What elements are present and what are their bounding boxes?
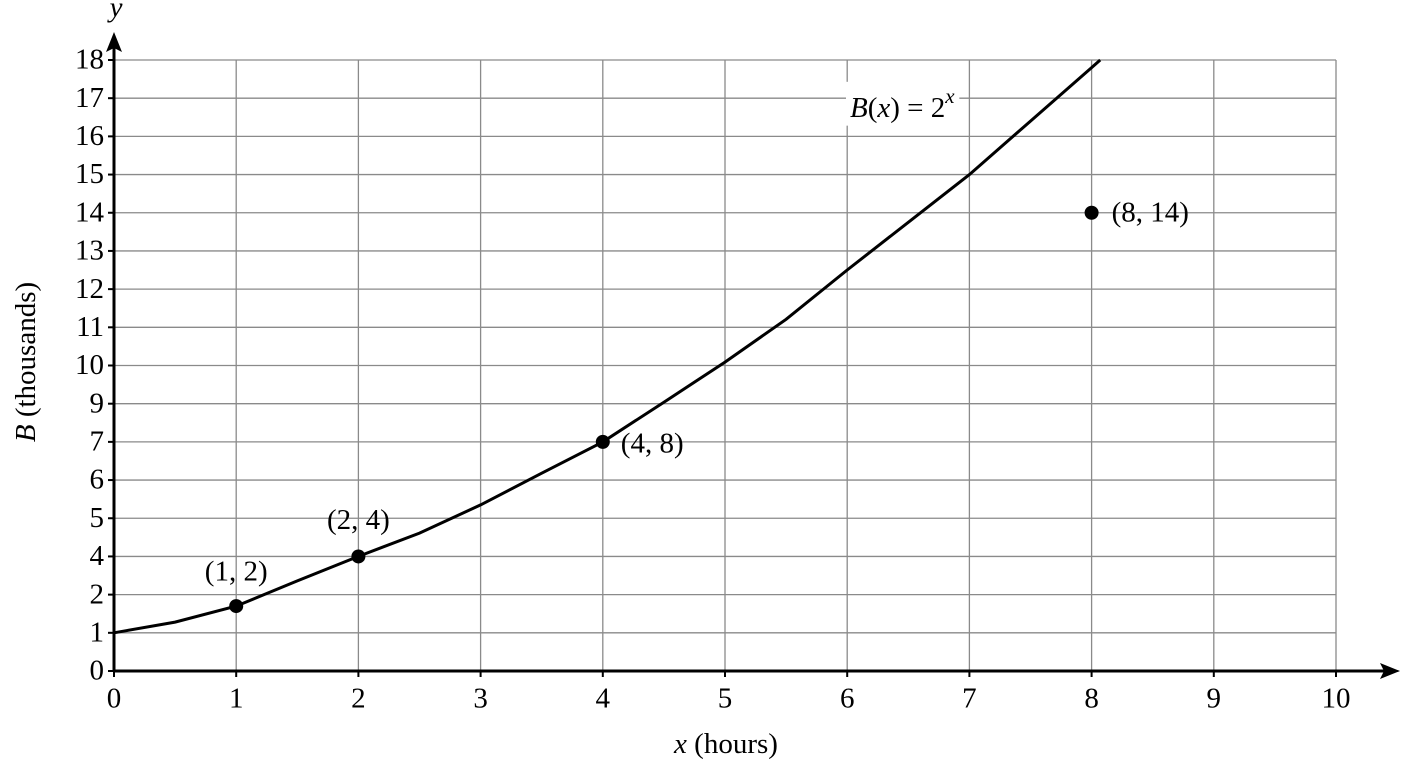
- y-tick-label: 2: [90, 578, 105, 610]
- y-tick-label: 18: [75, 44, 104, 76]
- curve-label-bg: [846, 81, 960, 126]
- x-tick-label: 7: [962, 683, 977, 715]
- y-tick-label: 16: [75, 120, 104, 152]
- point-label: (4, 8): [621, 428, 684, 460]
- y-tick-label: 17: [75, 82, 104, 114]
- point-label: (8, 14): [1112, 196, 1189, 228]
- point: [1084, 205, 1099, 220]
- point: [351, 549, 366, 564]
- y-axis-symbol: y: [107, 0, 123, 24]
- y-tick-label: 6: [90, 464, 105, 496]
- y-tick-label: 0: [90, 655, 105, 687]
- x-tick-label: 1: [229, 683, 244, 715]
- point: [229, 599, 244, 614]
- x-tick-label: 4: [596, 683, 611, 715]
- y-tick-label: 4: [90, 540, 105, 572]
- y-tick-label: 14: [75, 196, 105, 228]
- y-tick-label: 9: [90, 387, 105, 419]
- y-tick-label: 1: [90, 616, 105, 648]
- x-tick-label: 0: [107, 683, 122, 715]
- point-label: (1, 2): [205, 556, 268, 588]
- curve-label: B(x) = 2x: [850, 84, 955, 124]
- curve: [113, 58, 1102, 635]
- y-axis-arrow: [106, 32, 122, 52]
- y-axis-label-part: B: [10, 424, 42, 442]
- x-tick-label: 9: [1207, 683, 1222, 715]
- y-tick-label: 15: [75, 158, 104, 190]
- curve-label-part: ) = 2: [890, 92, 945, 124]
- y-tick-label: 5: [90, 502, 105, 534]
- x-tick-label: 10: [1322, 683, 1351, 715]
- y-tick-label: 12: [75, 273, 104, 305]
- curve-label-part: (: [868, 92, 878, 124]
- x-axis-label-part: (hours): [687, 728, 778, 760]
- curve-label-part: x: [876, 92, 890, 124]
- y-tick-label: 7: [90, 426, 105, 458]
- x-axis-label: x (hours): [673, 728, 778, 760]
- y-tick-label: 10: [75, 349, 104, 381]
- x-axis-label-part: x: [673, 728, 687, 760]
- x-tick-label: 6: [840, 683, 855, 715]
- x-tick-label: 2: [351, 683, 366, 715]
- y-tick-label: 13: [75, 235, 104, 267]
- x-tick-label: 3: [473, 683, 488, 715]
- curve-label-group: B(x) = 2x: [846, 81, 960, 126]
- curve-label-part: x: [944, 84, 955, 108]
- y-tick-label: 11: [76, 311, 104, 343]
- y-axis-label-part: (thousands): [10, 282, 42, 425]
- y-axis-label: B (thousands): [10, 282, 42, 442]
- point: [595, 434, 610, 449]
- x-axis-arrow: [1380, 663, 1400, 679]
- curve-label-part: B: [850, 92, 868, 124]
- x-tick-label: 5: [718, 683, 733, 715]
- point-label: (2, 4): [327, 504, 390, 536]
- x-tick-label: 8: [1084, 683, 1099, 715]
